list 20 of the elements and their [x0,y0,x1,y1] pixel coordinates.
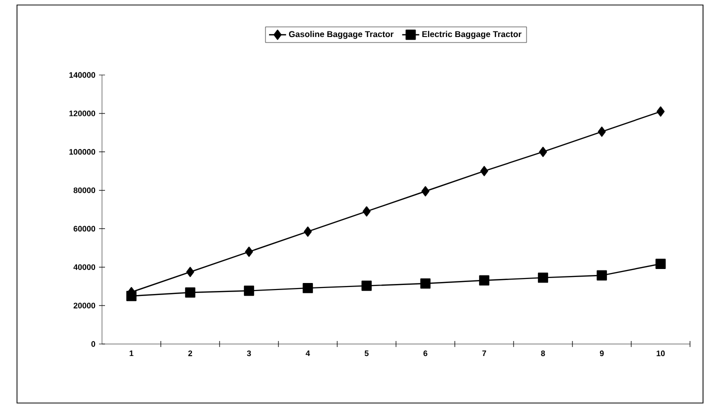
point [302,282,313,294]
point [304,226,312,237]
point [185,287,196,298]
point [480,166,488,176]
point [538,272,548,283]
point [656,258,666,269]
point [362,206,371,217]
point [656,106,665,117]
point [479,275,490,286]
point [596,270,607,281]
point [420,278,431,289]
point [362,280,372,291]
point [186,266,194,278]
legend-label: Electric Baggage Tractor [422,30,522,39]
point [539,146,547,157]
point [244,286,254,296]
point [421,186,430,196]
point [245,246,253,257]
legend-label: Gasoline Baggage Tractor [289,30,394,39]
point [598,126,606,137]
